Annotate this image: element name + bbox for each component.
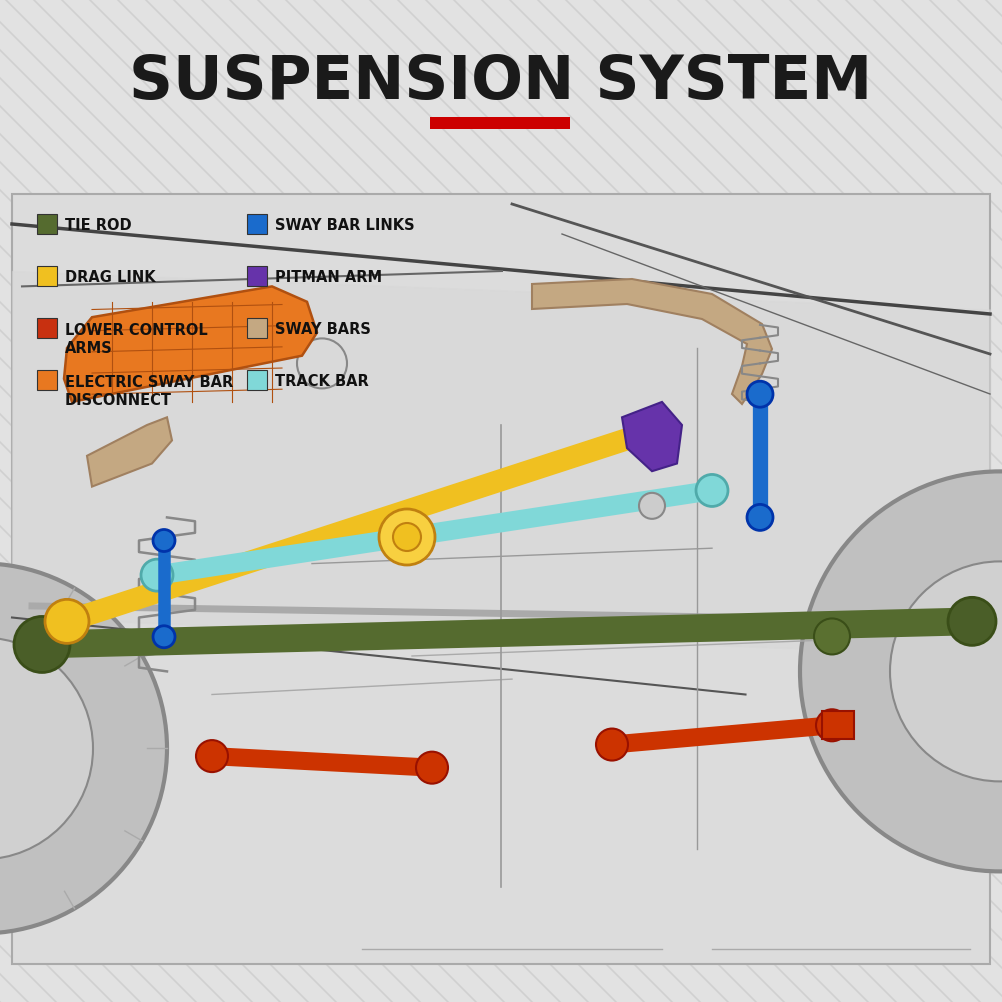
Text: PITMAN ARM: PITMAN ARM: [275, 270, 382, 285]
Text: SUSPENSION SYSTEM: SUSPENSION SYSTEM: [129, 52, 872, 111]
Text: DRAG LINK: DRAG LINK: [65, 270, 155, 285]
Text: DISCONNECT: DISCONNECT: [65, 393, 171, 408]
Bar: [37, 214, 57, 234]
Circle shape: [14, 617, 70, 672]
Circle shape: [800, 472, 1002, 872]
Bar: [37, 319, 57, 339]
Text: ARMS: ARMS: [65, 341, 112, 356]
Polygon shape: [621, 403, 681, 472]
Ellipse shape: [638, 493, 664, 519]
Bar: [246, 214, 267, 234]
Circle shape: [379, 509, 435, 565]
Text: TRACK BAR: TRACK BAR: [275, 373, 369, 388]
Circle shape: [746, 505, 773, 531]
Bar: [37, 267, 57, 287]
Polygon shape: [531, 280, 772, 405]
Circle shape: [45, 600, 89, 643]
Circle shape: [141, 559, 172, 591]
Circle shape: [889, 562, 1002, 782]
Circle shape: [947, 598, 995, 645]
Text: SWAY BAR LINKS: SWAY BAR LINKS: [275, 217, 414, 232]
Bar: [246, 371, 267, 391]
Polygon shape: [64, 288, 317, 403]
Circle shape: [816, 709, 847, 741]
Bar: [246, 267, 267, 287]
Circle shape: [814, 619, 849, 654]
Bar: [37, 371, 57, 391]
Polygon shape: [87, 418, 171, 487]
Circle shape: [153, 530, 174, 552]
Circle shape: [153, 626, 174, 648]
Circle shape: [628, 415, 664, 451]
Circle shape: [416, 752, 448, 784]
Text: ELECTRIC SWAY BAR: ELECTRIC SWAY BAR: [65, 375, 233, 390]
Circle shape: [0, 637, 93, 860]
Bar: [822, 711, 853, 739]
Text: TIE ROD: TIE ROD: [65, 217, 131, 232]
Bar: [430, 118, 569, 130]
Circle shape: [195, 740, 227, 773]
Text: SWAY BARS: SWAY BARS: [275, 322, 371, 336]
Circle shape: [595, 728, 627, 761]
Circle shape: [393, 523, 421, 551]
Bar: [246, 319, 267, 339]
Circle shape: [746, 382, 773, 408]
Bar: [12, 194, 989, 964]
Text: LOWER CONTROL: LOWER CONTROL: [65, 323, 207, 338]
Circle shape: [0, 564, 167, 934]
Circle shape: [695, 475, 727, 507]
